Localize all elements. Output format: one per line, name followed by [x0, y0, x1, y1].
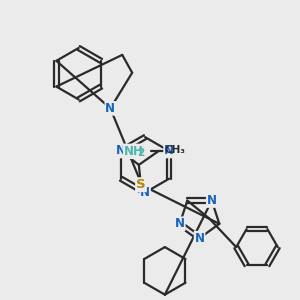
Text: N: N	[116, 145, 126, 158]
Text: N: N	[105, 102, 116, 115]
Text: S: S	[136, 178, 146, 191]
Text: N: N	[207, 194, 217, 207]
Text: N: N	[175, 217, 185, 230]
Text: N: N	[164, 145, 174, 158]
Text: 2: 2	[137, 148, 144, 158]
Text: CH₃: CH₃	[165, 145, 186, 155]
Text: N: N	[194, 232, 205, 245]
Text: NH: NH	[124, 146, 143, 158]
Text: N: N	[140, 186, 150, 199]
Text: NH: NH	[125, 145, 145, 158]
